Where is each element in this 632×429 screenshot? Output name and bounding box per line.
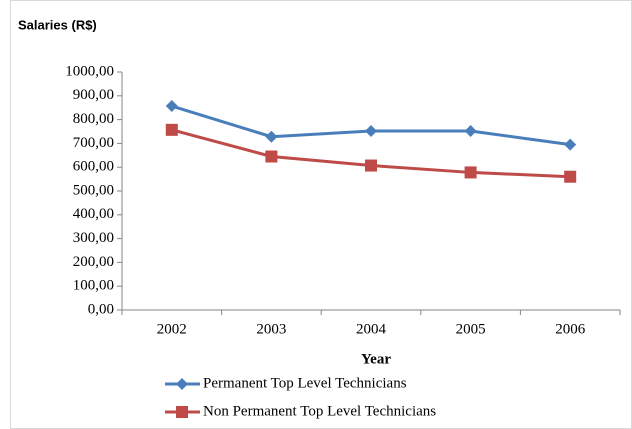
y-tick-label: 300,00 — [73, 230, 114, 246]
marker — [365, 125, 377, 138]
x-tick-label: 2004 — [356, 321, 387, 337]
y-tick-label: 1000,00 — [65, 63, 114, 79]
marker — [265, 150, 278, 163]
x-tick-label: 2002 — [157, 321, 187, 337]
marker — [165, 123, 178, 136]
y-tick-label: 600,00 — [73, 159, 114, 175]
y-tick-label: 700,00 — [73, 135, 114, 151]
legend-label: Non Permanent Top Level Technicians — [203, 403, 436, 419]
y-tick-label: 500,00 — [73, 182, 114, 198]
x-tick-label: 2005 — [456, 321, 486, 337]
y-tick-label: 100,00 — [73, 278, 114, 294]
y-tick-label: 200,00 — [73, 254, 114, 270]
x-tick-label: 2003 — [256, 321, 286, 337]
y-tick-label: 0,00 — [88, 301, 114, 317]
legend-label: Permanent Top Level Technicians — [203, 375, 407, 391]
y-tick-label: 900,00 — [73, 87, 114, 103]
marker — [464, 125, 477, 138]
x-axis-title: Year — [361, 351, 391, 367]
marker — [365, 159, 377, 172]
y-tick-label: 800,00 — [73, 111, 114, 127]
legend-marker — [176, 378, 188, 390]
marker — [165, 100, 178, 113]
legend-marker — [176, 406, 188, 418]
marker — [464, 166, 477, 179]
y-axis-title: Salaries (R$) — [18, 17, 97, 32]
marker — [265, 130, 278, 143]
x-tick-label: 2006 — [555, 321, 586, 337]
marker — [564, 170, 577, 183]
y-tick-label: 400,00 — [73, 206, 114, 222]
marker — [564, 138, 577, 151]
